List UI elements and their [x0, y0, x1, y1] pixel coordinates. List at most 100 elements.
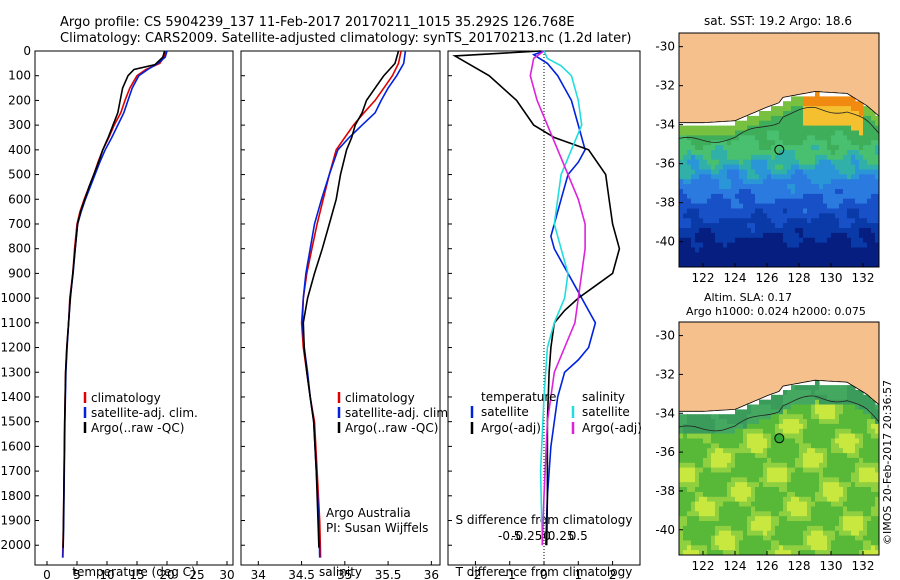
sla-map-cell: [831, 414, 836, 420]
sst-map-cell: [711, 169, 716, 175]
sst-map-cell: [799, 193, 804, 200]
sla-map-cell: [831, 501, 836, 508]
sst-map-cell: [843, 237, 848, 244]
sst-xtick-label: 132: [852, 271, 875, 285]
sst-map-cell: [823, 203, 828, 210]
sst-map-cell: [855, 106, 860, 112]
sst-map-cell: [711, 237, 716, 244]
sst-map-cell: [795, 228, 800, 234]
sst-xtick-label: 128: [788, 271, 811, 285]
sst-map-cell: [775, 106, 780, 112]
sla-map-cell: [767, 501, 772, 508]
sst-map-cell: [779, 218, 784, 224]
sst-map-cell: [839, 198, 844, 205]
sst-map-cell: [699, 247, 704, 253]
temperature-panel: 0100200300400500600700800900100011001200…: [0, 44, 234, 580]
sst-map-cell: [751, 145, 756, 151]
sst-map-cell: [775, 111, 780, 117]
sla-map-cell: [847, 525, 852, 532]
sst-map-cell: [775, 213, 780, 219]
sst-map-cell: [771, 257, 776, 263]
sla-map-cell: [839, 443, 844, 449]
sla-map-cell: [727, 472, 732, 478]
sst-map-cell: [715, 193, 720, 200]
sla-map-cell: [715, 428, 720, 435]
sla-map-cell: [787, 540, 792, 546]
sst-map-cell: [767, 223, 772, 229]
sla-map-cell: [859, 433, 864, 440]
sst-map-cell: [747, 164, 752, 171]
sst-map-cell: [803, 154, 808, 161]
sst-map-cell: [859, 145, 864, 151]
sla-map-cell: [707, 423, 712, 430]
sst-map-cell: [807, 198, 812, 205]
sla-map-cell: [783, 409, 788, 415]
sla-map-cell: [687, 491, 692, 498]
sst-map-cell: [855, 101, 860, 107]
sla-map-cell: [771, 404, 776, 410]
sla-map-cell: [859, 448, 864, 454]
sst-map-cell: [859, 184, 864, 190]
sst-map-cell: [827, 111, 832, 117]
sst-map-cell: [703, 145, 708, 151]
sst-map-cell: [819, 218, 824, 224]
sst-map-cell: [679, 198, 684, 205]
sla-map-cell: [695, 443, 700, 449]
sst-map-cell: [827, 169, 832, 175]
sst-map-cell: [771, 179, 776, 185]
sla-map-cell: [679, 545, 684, 551]
sst-map-cell: [739, 198, 744, 205]
sst-map-cell: [855, 174, 860, 180]
sst-map-cell: [755, 257, 760, 263]
sst-map-cell: [731, 228, 736, 234]
sla-map-cell: [755, 487, 760, 493]
sst-map-cell: [715, 150, 720, 156]
sst-map-cell: [871, 179, 876, 185]
sla-map-cell: [723, 535, 728, 542]
sst-map-cell: [767, 120, 772, 127]
sla-map-cell: [743, 506, 748, 512]
sla-map-cell: [823, 516, 828, 522]
sla-map-cell: [855, 438, 860, 444]
sst-map-cell: [851, 198, 856, 205]
sst-map-cell: [827, 154, 832, 161]
sla-map-cell: [743, 482, 748, 488]
sst-map-cell: [851, 130, 856, 136]
sla-map-cell: [755, 545, 760, 551]
sla-map-cell: [739, 530, 744, 537]
sst-map-cell: [691, 257, 696, 263]
sla-map-cell: [807, 525, 812, 532]
sst-map-cell: [863, 262, 868, 267]
temperature-xtick-label: 5: [73, 568, 81, 580]
sst-map-cell: [839, 96, 844, 102]
sla-map-cell: [751, 438, 756, 444]
sst-map-cell: [871, 115, 876, 122]
sla-map-cell: [875, 511, 879, 517]
sla-map-cell: [847, 496, 852, 503]
sst-map-cell: [723, 125, 728, 132]
sla-map-cell: [767, 433, 772, 440]
sst-map-cell: [799, 115, 804, 122]
sst-map-cell: [703, 189, 708, 195]
sla-map-cell: [787, 443, 792, 449]
sla-map-cell: [731, 472, 736, 478]
sst-map-cell: [703, 150, 708, 156]
sst-map-cell: [731, 247, 736, 253]
sst-map-cell: [771, 174, 776, 180]
depth-tick-label: 1100: [0, 316, 31, 330]
sla-map-cell: [767, 472, 772, 478]
sla-map-cell: [843, 404, 848, 410]
sst-map-cell: [807, 232, 812, 239]
sla-map-cell: [819, 462, 824, 469]
sst-map-cell: [767, 169, 772, 175]
sla-map-cell: [795, 462, 800, 469]
sst-map-cell: [815, 213, 820, 219]
sst-map-cell: [859, 169, 864, 175]
sst-map-cell: [835, 208, 840, 214]
sst-map-cell: [715, 257, 720, 263]
sst-map-cell: [723, 130, 728, 136]
sst-map-cell: [867, 169, 872, 175]
sla-map-cell: [715, 462, 720, 469]
sla-map-cell: [743, 501, 748, 508]
sst-map-cell: [807, 247, 812, 253]
